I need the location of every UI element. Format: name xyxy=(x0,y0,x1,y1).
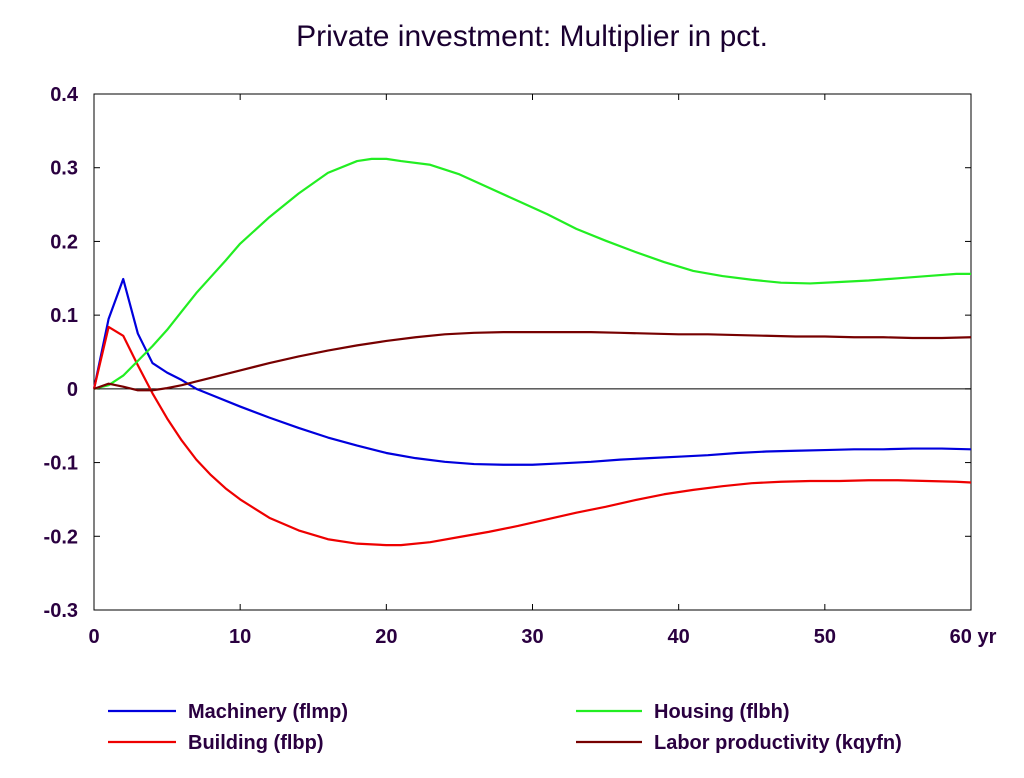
y-tick-label: -0.3 xyxy=(44,600,78,622)
y-tick-label: -0.2 xyxy=(44,526,78,548)
legend-label-labor-productivity: Labor productivity (kqyfn) xyxy=(654,732,902,754)
legend-label-building: Building (flbp) xyxy=(188,732,324,754)
series-line-labor-productivity xyxy=(93,331,972,392)
legend-label-machinery: Machinery (flmp) xyxy=(188,701,348,723)
y-tick-label: 0.4 xyxy=(50,84,79,106)
y-tick-label: -0.1 xyxy=(44,453,78,475)
y-tick-label: 0 xyxy=(67,379,78,401)
axes: 0.4 0.3 0.2 0.1 0 -0.1 -0.2 -0.3 0 10 20 30 40 50 60 y… xyxy=(44,84,997,648)
series-lines xyxy=(92,157,972,547)
y-tick-label: 0.1 xyxy=(50,305,78,327)
x-tick-label: 10 xyxy=(229,626,251,648)
x-tick-label: 40 xyxy=(668,626,690,648)
x-tick-label: 0 xyxy=(88,626,99,648)
legend: Machinery (flmp) Building (flbp) Housing (… xyxy=(108,701,902,754)
x-tick-label: 30 xyxy=(521,626,543,648)
legend-label-housing: Housing (flbh) xyxy=(654,701,790,723)
x-tick-label: 60 yr xyxy=(950,626,997,648)
x-tick-label: 20 xyxy=(375,626,397,648)
y-tick-label: 0.3 xyxy=(50,158,78,180)
x-tick-label: 50 xyxy=(814,626,836,648)
y-tick-label: 0.2 xyxy=(50,231,78,253)
series-line-building xyxy=(92,325,972,547)
chart-title: Private investment: Multiplier in pct. xyxy=(296,20,768,53)
plot-frame xyxy=(93,93,972,611)
series-line-housing xyxy=(93,157,971,390)
series-line-machinery xyxy=(92,277,972,466)
